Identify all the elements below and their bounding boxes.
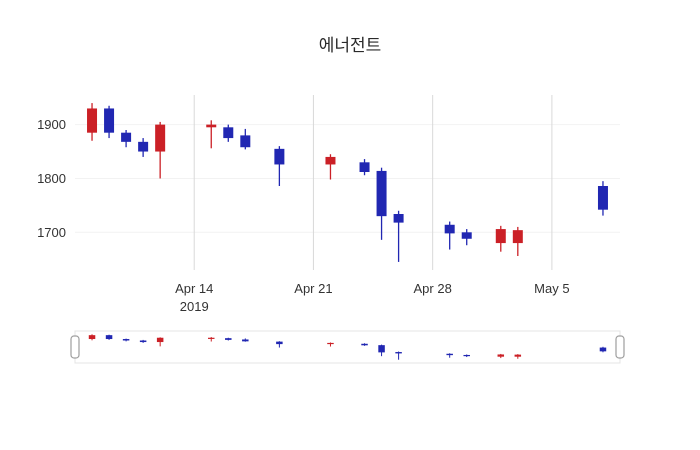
candle-body <box>512 230 523 244</box>
rangeslider-track[interactable] <box>74 330 621 364</box>
plot-area[interactable] <box>75 95 620 270</box>
x-tick-label: Apr 14 <box>175 281 213 296</box>
candle-body <box>376 170 387 217</box>
candle-body <box>105 335 113 340</box>
candle-body <box>495 229 506 244</box>
candle-body <box>514 354 522 357</box>
candle-body <box>325 156 336 165</box>
candle-body <box>276 341 283 345</box>
candle-body <box>461 232 472 239</box>
candle-body <box>446 353 453 356</box>
candle-body <box>156 337 164 343</box>
candle-body <box>155 124 166 152</box>
candle-body <box>104 108 115 133</box>
candle-body <box>208 337 215 339</box>
candle-body <box>597 186 608 210</box>
x-tick-label: Apr 28 <box>414 281 452 296</box>
candle-body <box>139 340 147 343</box>
candle-body <box>395 352 402 354</box>
candle-body <box>223 127 234 139</box>
candle-body <box>138 141 149 152</box>
candle-body <box>122 339 130 341</box>
x-tick-sublabel: 2019 <box>180 299 209 314</box>
candle-body <box>444 224 455 234</box>
y-tick-label: 1700 <box>37 225 66 240</box>
candle-body <box>88 335 96 340</box>
candle-body <box>361 343 368 346</box>
rangeslider-handle-left[interactable] <box>70 335 80 359</box>
candle-body <box>274 148 285 165</box>
candle-body <box>87 108 98 133</box>
candle-body <box>463 354 470 357</box>
candle-body <box>393 214 404 223</box>
candle-body <box>327 342 334 345</box>
y-tick-label: 1900 <box>37 117 66 132</box>
candle-body <box>240 135 251 148</box>
candle-body <box>225 338 232 340</box>
x-tick-label: May 5 <box>534 281 569 296</box>
x-tick-label: Apr 21 <box>294 281 332 296</box>
candle-body <box>378 345 385 353</box>
candle-body <box>242 339 249 342</box>
candle-body <box>359 162 370 172</box>
candle-body <box>121 132 132 142</box>
y-tick-label: 1800 <box>37 171 66 186</box>
rangeslider-handle-right[interactable] <box>615 335 625 359</box>
chart-title: 에너전트 <box>318 36 382 55</box>
candle-body <box>599 347 607 352</box>
candle-body <box>497 354 505 357</box>
candle-body <box>206 124 217 128</box>
